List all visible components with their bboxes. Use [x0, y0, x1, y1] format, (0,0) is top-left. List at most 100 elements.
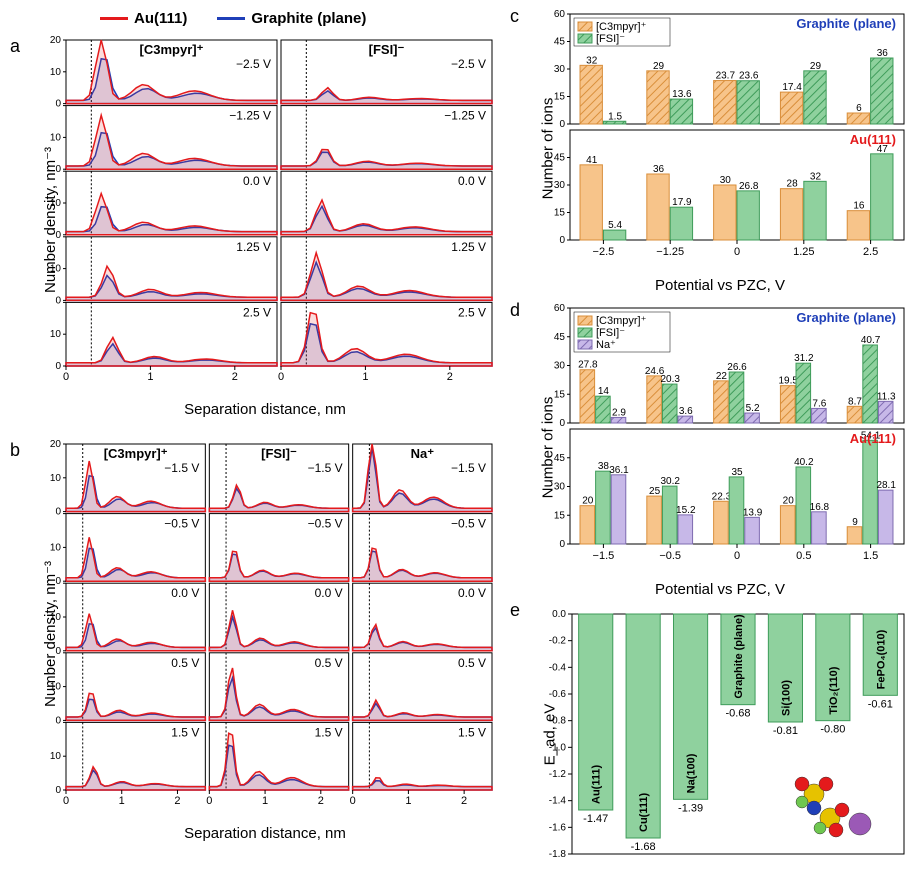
svg-text:26.6: 26.6 [727, 362, 747, 373]
svg-text:40.2: 40.2 [794, 457, 814, 468]
svg-text:2.5 V: 2.5 V [458, 305, 486, 319]
svg-text:0: 0 [206, 795, 212, 807]
svg-text:[FSI]⁻: [FSI]⁻ [596, 327, 625, 339]
svg-text:0.5 V: 0.5 V [171, 656, 199, 670]
svg-text:28.1: 28.1 [876, 480, 896, 491]
panel-d-ylabel: Number of ions [540, 368, 557, 528]
svg-text:26.8: 26.8 [739, 181, 759, 192]
svg-text:20: 20 [50, 36, 62, 46]
svg-text:Na⁺: Na⁺ [411, 446, 435, 461]
svg-text:19.5: 19.5 [778, 376, 798, 387]
svg-text:−1.5 V: −1.5 V [308, 461, 343, 475]
svg-text:20: 20 [50, 440, 62, 450]
svg-text:0: 0 [559, 539, 565, 550]
svg-text:16.8: 16.8 [810, 502, 830, 513]
panel-label-d: d [510, 300, 520, 321]
svg-text:-0.2: -0.2 [549, 636, 567, 647]
svg-text:41: 41 [586, 155, 598, 166]
svg-text:14: 14 [598, 386, 610, 397]
svg-text:11.3: 11.3 [877, 391, 896, 402]
panel-label-a: a [10, 36, 20, 57]
panel-d-chart: 01530456027.8142.924.620.33.62226.65.219… [530, 304, 910, 574]
svg-text:22: 22 [716, 371, 728, 382]
svg-text:0.0 V: 0.0 V [243, 174, 271, 188]
svg-text:10: 10 [50, 473, 62, 484]
svg-text:0: 0 [63, 371, 69, 383]
svg-text:2.5: 2.5 [863, 246, 878, 258]
svg-text:31.2: 31.2 [794, 353, 814, 364]
svg-text:28: 28 [787, 179, 799, 190]
panel-d: Number of ions 01530456027.8142.924.620.… [530, 304, 910, 594]
panel-label-b: b [10, 440, 20, 461]
svg-text:25: 25 [649, 486, 661, 497]
svg-text:0.0 V: 0.0 V [171, 586, 199, 600]
svg-text:5.2: 5.2 [746, 403, 760, 414]
panel-c-ylabel: Number of ions [540, 69, 557, 229]
svg-text:Na(100): Na(100) [686, 753, 698, 793]
svg-text:32: 32 [810, 171, 822, 182]
svg-text:3.6: 3.6 [679, 406, 693, 417]
svg-text:1.5 V: 1.5 V [458, 725, 486, 739]
svg-text:-1.6: -1.6 [549, 822, 567, 833]
svg-text:2.5 V: 2.5 V [243, 305, 271, 319]
svg-text:2.9: 2.9 [612, 407, 626, 418]
svg-text:FePO₄(010): FePO₄(010) [875, 629, 887, 689]
panel-d-xlabel: Potential vs PZC, V [530, 581, 910, 598]
svg-text:Cu(111): Cu(111) [638, 793, 650, 832]
svg-text:−0.5 V: −0.5 V [308, 517, 343, 531]
panel-e-chart: 0.0-0.2-0.4-0.6-0.8-1.0-1.2-1.4-1.6-1.8-… [530, 608, 910, 858]
panel-a-xlabel: Separation distance, nm [30, 401, 500, 418]
svg-text:Na⁺: Na⁺ [596, 339, 616, 351]
svg-text:32: 32 [586, 55, 598, 66]
svg-text:Au(111): Au(111) [850, 431, 896, 446]
panel-c-chart: 015304560321.52913.623.723.617.429636Gra… [530, 10, 910, 270]
svg-text:20: 20 [783, 496, 795, 507]
svg-text:-0.61: -0.61 [868, 698, 893, 710]
svg-text:−0.5 V: −0.5 V [164, 517, 199, 531]
svg-text:60: 60 [554, 10, 566, 20]
svg-text:−1.25 V: −1.25 V [229, 109, 271, 123]
svg-text:2: 2 [318, 795, 324, 807]
svg-text:0.0 V: 0.0 V [458, 174, 486, 188]
svg-text:Graphite (plane): Graphite (plane) [796, 310, 896, 325]
svg-text:0: 0 [55, 507, 61, 518]
svg-text:38: 38 [598, 461, 610, 472]
svg-text:−1.25 V: −1.25 V [444, 109, 486, 123]
svg-text:0.5 V: 0.5 V [315, 656, 343, 670]
svg-text:1.5 V: 1.5 V [171, 725, 199, 739]
svg-text:6: 6 [856, 103, 862, 114]
svg-text:29: 29 [653, 61, 665, 72]
panel-a-ylabel: Number density, nm⁻³ [41, 120, 59, 320]
panel-b-ylabel: Number density, nm⁻³ [41, 534, 59, 734]
svg-text:0: 0 [278, 371, 284, 383]
panel-label-e: e [510, 600, 520, 621]
svg-text:-0.81: -0.81 [773, 725, 798, 737]
svg-text:1.25: 1.25 [793, 246, 814, 258]
svg-text:9: 9 [852, 517, 858, 528]
svg-text:0: 0 [55, 99, 61, 110]
svg-text:13.6: 13.6 [672, 89, 692, 100]
svg-text:17.9: 17.9 [672, 197, 692, 208]
svg-text:40.7: 40.7 [861, 335, 881, 346]
svg-text:1: 1 [147, 371, 153, 383]
svg-text:TiO₂(110): TiO₂(110) [828, 666, 840, 714]
panel-b-xlabel: Separation distance, nm [30, 825, 500, 842]
svg-text:−1.5: −1.5 [593, 550, 615, 562]
svg-text:0: 0 [734, 550, 740, 562]
svg-text:0.0: 0.0 [552, 609, 566, 620]
svg-text:2: 2 [461, 795, 467, 807]
svg-text:8.7: 8.7 [848, 396, 862, 407]
svg-text:1: 1 [262, 795, 268, 807]
legend-top: Au(111) Graphite (plane) [100, 10, 366, 27]
svg-text:2: 2 [232, 371, 238, 383]
svg-text:[C3mpyr]⁺: [C3mpyr]⁺ [104, 446, 168, 461]
svg-text:−0.5 V: −0.5 V [451, 517, 486, 531]
svg-text:−1.25: −1.25 [656, 246, 684, 258]
svg-text:-1.68: -1.68 [631, 841, 656, 853]
svg-text:35: 35 [731, 467, 743, 478]
svg-text:1: 1 [119, 795, 125, 807]
svg-text:0: 0 [559, 235, 565, 246]
legend-au-label: Au(111) [134, 10, 187, 27]
svg-text:23.6: 23.6 [739, 71, 759, 82]
svg-text:1.5: 1.5 [863, 550, 878, 562]
